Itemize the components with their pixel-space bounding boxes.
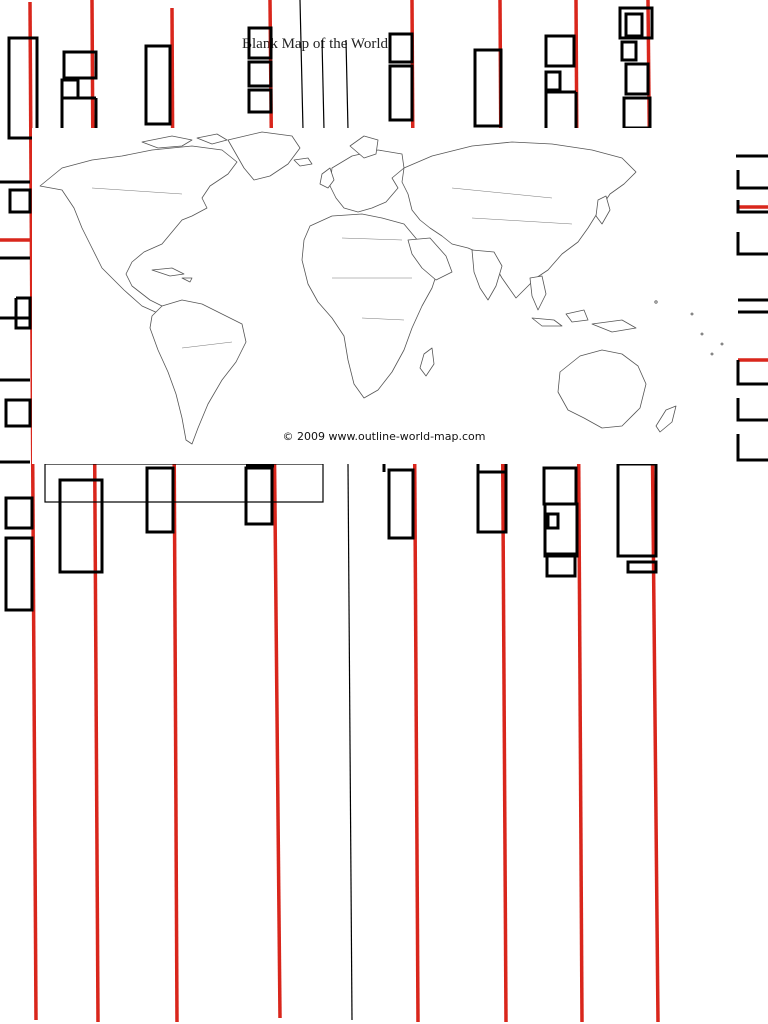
europe bbox=[329, 149, 405, 213]
south-america bbox=[149, 299, 247, 445]
asia bbox=[401, 141, 637, 299]
greenland bbox=[227, 131, 301, 181]
thin-black-lines bbox=[44, 0, 353, 1021]
north-america bbox=[39, 145, 238, 315]
black-boxes bbox=[0, 6, 768, 612]
page-title: Blank Map of the World bbox=[242, 36, 388, 52]
australia bbox=[557, 349, 647, 429]
world-map: © 2009 www.outline-world-map.com bbox=[32, 128, 736, 464]
africa bbox=[301, 213, 439, 399]
map-credit: © 2009 www.outline-world-map.com bbox=[282, 430, 486, 443]
world-outline-map bbox=[39, 131, 724, 445]
